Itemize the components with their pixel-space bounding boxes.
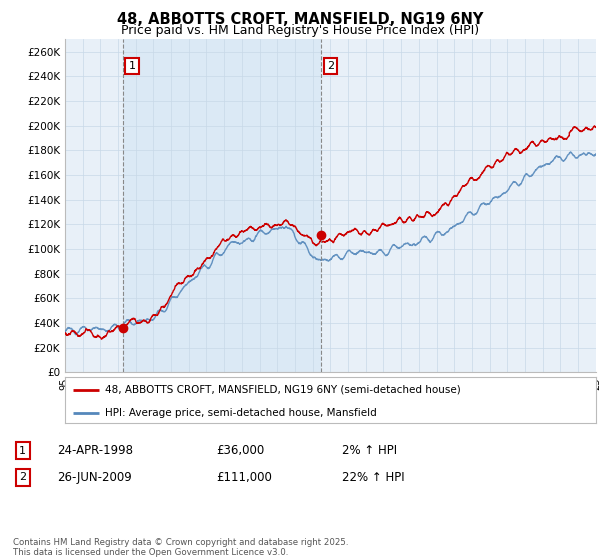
- Text: 48, ABBOTTS CROFT, MANSFIELD, NG19 6NY (semi-detached house): 48, ABBOTTS CROFT, MANSFIELD, NG19 6NY (…: [104, 385, 460, 395]
- Text: 1: 1: [128, 62, 136, 71]
- Text: 2% ↑ HPI: 2% ↑ HPI: [342, 444, 397, 458]
- Text: 1: 1: [19, 446, 26, 456]
- Text: 2: 2: [327, 62, 334, 71]
- Text: Contains HM Land Registry data © Crown copyright and database right 2025.
This d: Contains HM Land Registry data © Crown c…: [13, 538, 349, 557]
- Text: HPI: Average price, semi-detached house, Mansfield: HPI: Average price, semi-detached house,…: [104, 408, 376, 418]
- Text: £36,000: £36,000: [216, 444, 264, 458]
- Text: 22% ↑ HPI: 22% ↑ HPI: [342, 470, 404, 484]
- Text: Price paid vs. HM Land Registry's House Price Index (HPI): Price paid vs. HM Land Registry's House …: [121, 24, 479, 36]
- Text: 24-APR-1998: 24-APR-1998: [57, 444, 133, 458]
- Bar: [123, 39, 322, 372]
- Text: 26-JUN-2009: 26-JUN-2009: [57, 470, 132, 484]
- Text: 2: 2: [19, 472, 26, 482]
- Text: £111,000: £111,000: [216, 470, 272, 484]
- Text: 48, ABBOTTS CROFT, MANSFIELD, NG19 6NY: 48, ABBOTTS CROFT, MANSFIELD, NG19 6NY: [117, 12, 483, 27]
